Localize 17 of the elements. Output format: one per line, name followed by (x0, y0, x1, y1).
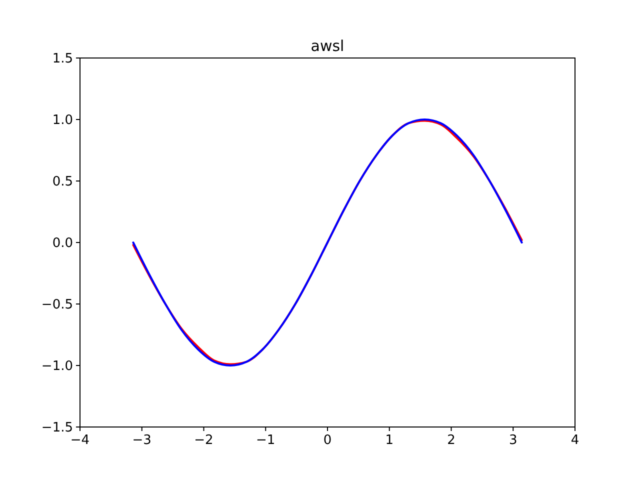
x-tick-label: −4 (70, 433, 90, 448)
x-tick-label: −3 (132, 433, 152, 448)
y-tick-label: 0.0 (52, 236, 73, 251)
x-tick-label: −1 (256, 433, 276, 448)
x-tick-label: 0 (323, 433, 332, 448)
chart-title: awsl (310, 37, 344, 55)
y-tick-label: −1.5 (41, 420, 73, 436)
x-tick-label: −2 (194, 433, 214, 448)
x-tick-label: 4 (570, 433, 580, 448)
x-tick-label: 3 (508, 433, 518, 448)
y-tick-label: −1.0 (41, 359, 73, 374)
y-tick-label: 0.5 (52, 174, 73, 190)
y-tick-label: 1.5 (52, 52, 73, 66)
y-tick-label: −0.5 (41, 298, 73, 312)
x-tick-label: 2 (447, 433, 456, 448)
y-tick-label: 1.0 (52, 113, 73, 128)
x-tick-label: 1 (385, 433, 394, 448)
